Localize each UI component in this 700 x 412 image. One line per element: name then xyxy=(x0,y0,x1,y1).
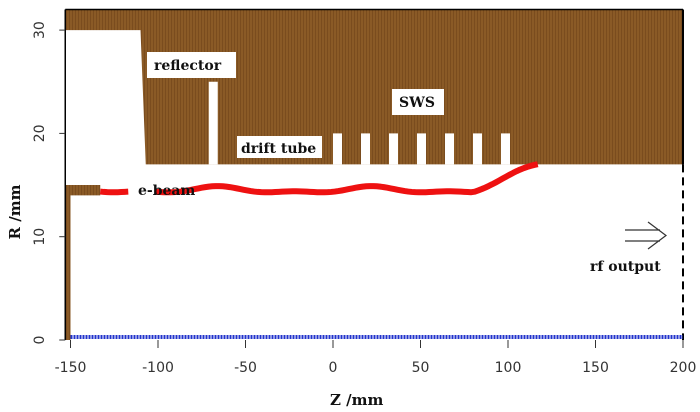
x-tick-label: 100 xyxy=(495,360,522,376)
label-ebeam: e-beam xyxy=(138,183,195,199)
x-tick-label: -50 xyxy=(234,360,257,376)
sws-slot xyxy=(473,133,482,165)
label-sws: SWS xyxy=(399,95,435,111)
y-tick-label: 20 xyxy=(32,124,48,142)
label-rf-output: rf output xyxy=(590,259,661,275)
cathode xyxy=(65,185,101,340)
label-drift-tube: drift tube xyxy=(241,141,316,157)
x-tick-label: -150 xyxy=(55,360,87,376)
sws-slot xyxy=(333,133,342,165)
sws-label-bg xyxy=(392,89,444,115)
y-tick-label: 10 xyxy=(32,228,48,246)
y-tick-label: 0 xyxy=(32,336,48,345)
reflector-label-bg xyxy=(147,52,236,78)
reflector-slot xyxy=(208,81,218,165)
x-tick-label: 50 xyxy=(412,360,430,376)
x-tick-label: 0 xyxy=(329,360,338,376)
sws-slot xyxy=(501,133,510,165)
x-axis-title: Z /mm xyxy=(330,391,384,409)
sws-slot xyxy=(361,133,370,165)
electron-beam xyxy=(156,161,539,196)
sws-slot xyxy=(445,133,454,165)
label-reflector: reflector xyxy=(154,58,222,74)
sws-slot xyxy=(389,133,398,165)
sws-slot xyxy=(417,133,426,165)
electron-beam xyxy=(99,188,129,196)
drift-tube-label-bg xyxy=(237,136,322,158)
y-axis-title: R /mm xyxy=(6,184,24,239)
metal-wall xyxy=(65,9,683,165)
x-tick-label: 150 xyxy=(582,360,609,376)
y-tick-label: 30 xyxy=(32,21,48,39)
x-tick-label: 200 xyxy=(670,360,697,376)
rf-output-arrow-icon xyxy=(625,221,667,250)
x-tick-label: -100 xyxy=(142,360,174,376)
